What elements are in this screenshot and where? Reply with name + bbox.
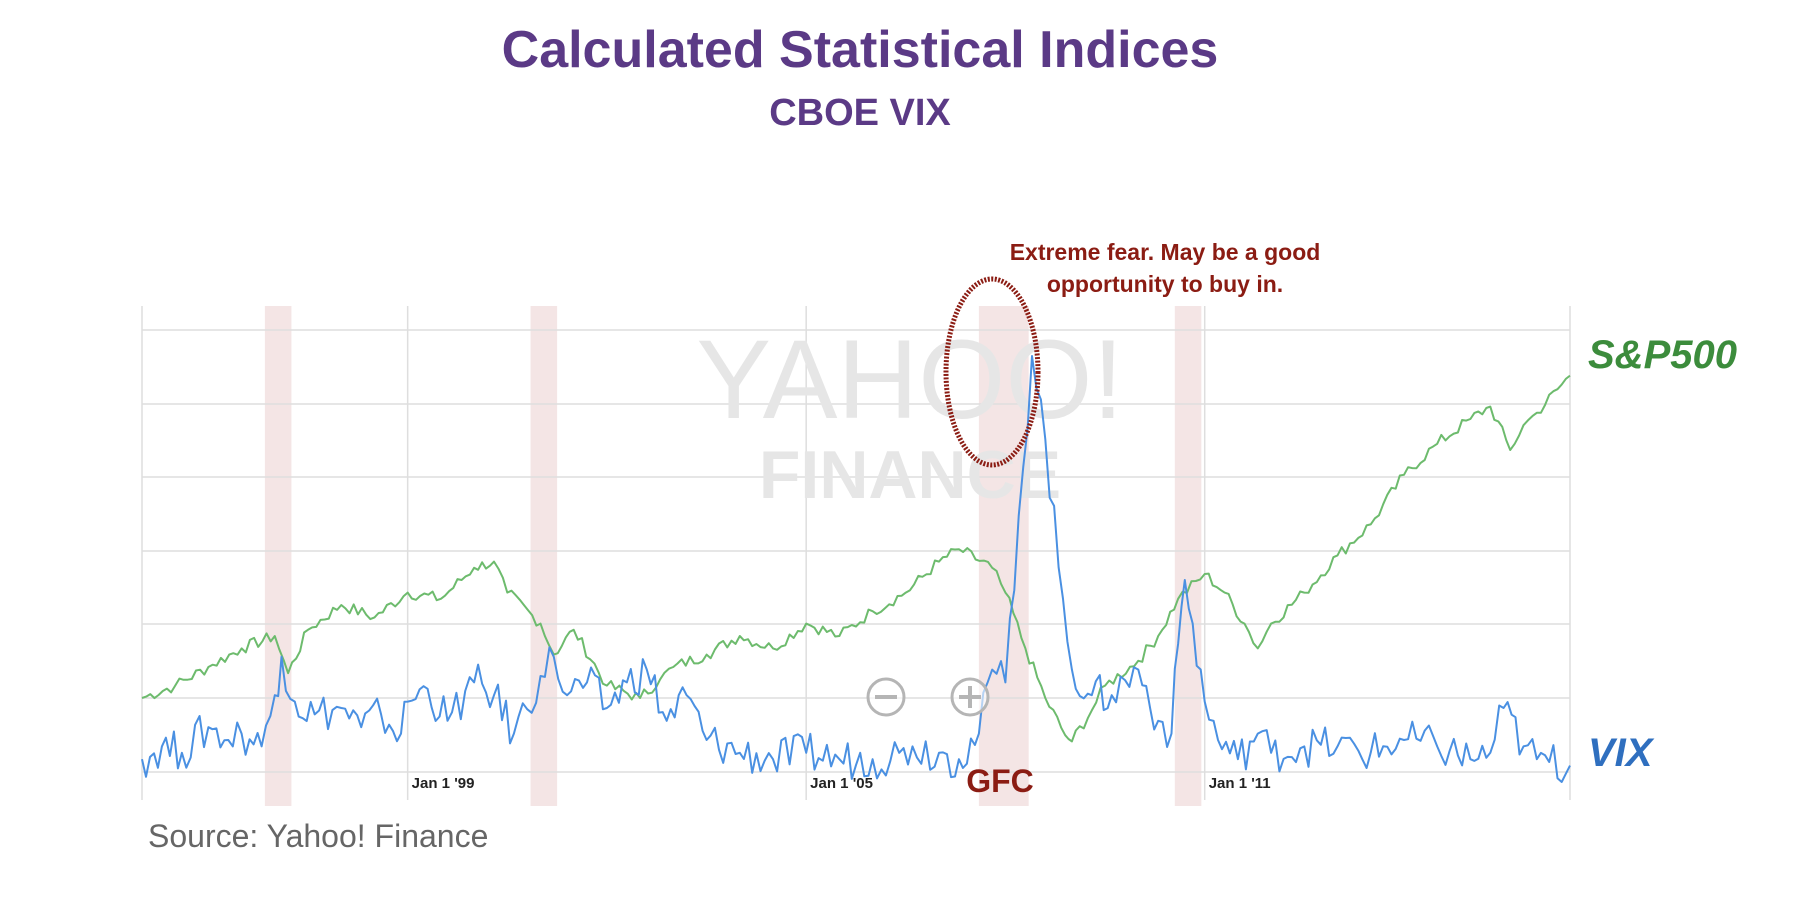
x-tick-label: Jan 1 '99	[412, 775, 475, 792]
annotation-line-2: opportunity to buy in.	[1047, 271, 1283, 297]
highlight-period-3	[978, 306, 1029, 806]
grid	[141, 306, 1571, 800]
watermark-line1: YAHOO!	[696, 317, 1123, 442]
x-tick-label: Jan 1 '11	[1209, 775, 1271, 792]
x-axis-ticks: Jan 1 '99 Jan 1 '05 Jan 1 '11	[412, 775, 1271, 792]
gfc-label: GFC	[966, 763, 1034, 799]
annotation-circle	[943, 276, 1041, 468]
source-note: Source: Yahoo! Finance	[148, 818, 489, 854]
highlight-period-1	[264, 306, 292, 806]
zoom-out-icon[interactable]	[866, 677, 906, 717]
page-title: Calculated Statistical Indices	[501, 21, 1219, 79]
highlight-periods	[264, 306, 1202, 806]
zoom-in-icon[interactable]	[950, 677, 990, 717]
annotation-line-1: Extreme fear. May be a good	[1010, 239, 1321, 265]
sp500-series-line	[141, 374, 1571, 743]
vix-series-line	[141, 355, 1571, 783]
highlight-period-2	[530, 306, 558, 806]
watermark: YAHOO! FINANCE	[696, 317, 1123, 513]
series	[141, 355, 1571, 783]
watermark-line2: FINANCE	[759, 437, 1061, 513]
highlight-period-4	[1174, 306, 1202, 806]
x-tick-label: Jan 1 '05	[810, 775, 873, 792]
page-subtitle: CBOE VIX	[769, 92, 951, 134]
sp500-label: S&P500	[1588, 333, 1737, 377]
vix-label: VIX	[1588, 731, 1655, 775]
